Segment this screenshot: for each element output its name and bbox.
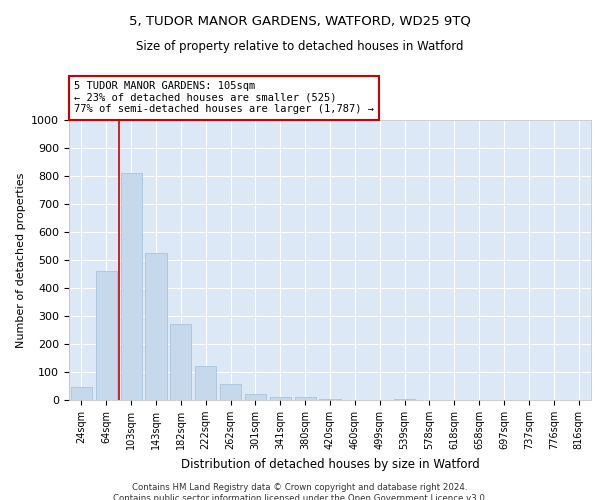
Bar bbox=[170, 324, 191, 400]
X-axis label: Distribution of detached houses by size in Watford: Distribution of detached houses by size … bbox=[181, 458, 479, 470]
Text: 5 TUDOR MANOR GARDENS: 105sqm
← 23% of detached houses are smaller (525)
77% of : 5 TUDOR MANOR GARDENS: 105sqm ← 23% of d… bbox=[74, 81, 374, 114]
Text: Contains HM Land Registry data © Crown copyright and database right 2024.: Contains HM Land Registry data © Crown c… bbox=[132, 482, 468, 492]
Bar bbox=[220, 384, 241, 400]
Bar bbox=[394, 398, 415, 400]
Bar bbox=[195, 366, 216, 400]
Y-axis label: Number of detached properties: Number of detached properties bbox=[16, 172, 26, 348]
Bar bbox=[121, 173, 142, 400]
Bar bbox=[96, 271, 117, 400]
Bar bbox=[270, 397, 291, 400]
Text: Contains public sector information licensed under the Open Government Licence v3: Contains public sector information licen… bbox=[113, 494, 487, 500]
Bar bbox=[145, 253, 167, 400]
Bar bbox=[71, 388, 92, 400]
Bar bbox=[319, 398, 341, 400]
Text: 5, TUDOR MANOR GARDENS, WATFORD, WD25 9TQ: 5, TUDOR MANOR GARDENS, WATFORD, WD25 9T… bbox=[129, 15, 471, 28]
Bar bbox=[245, 394, 266, 400]
Bar bbox=[295, 397, 316, 400]
Text: Size of property relative to detached houses in Watford: Size of property relative to detached ho… bbox=[136, 40, 464, 53]
